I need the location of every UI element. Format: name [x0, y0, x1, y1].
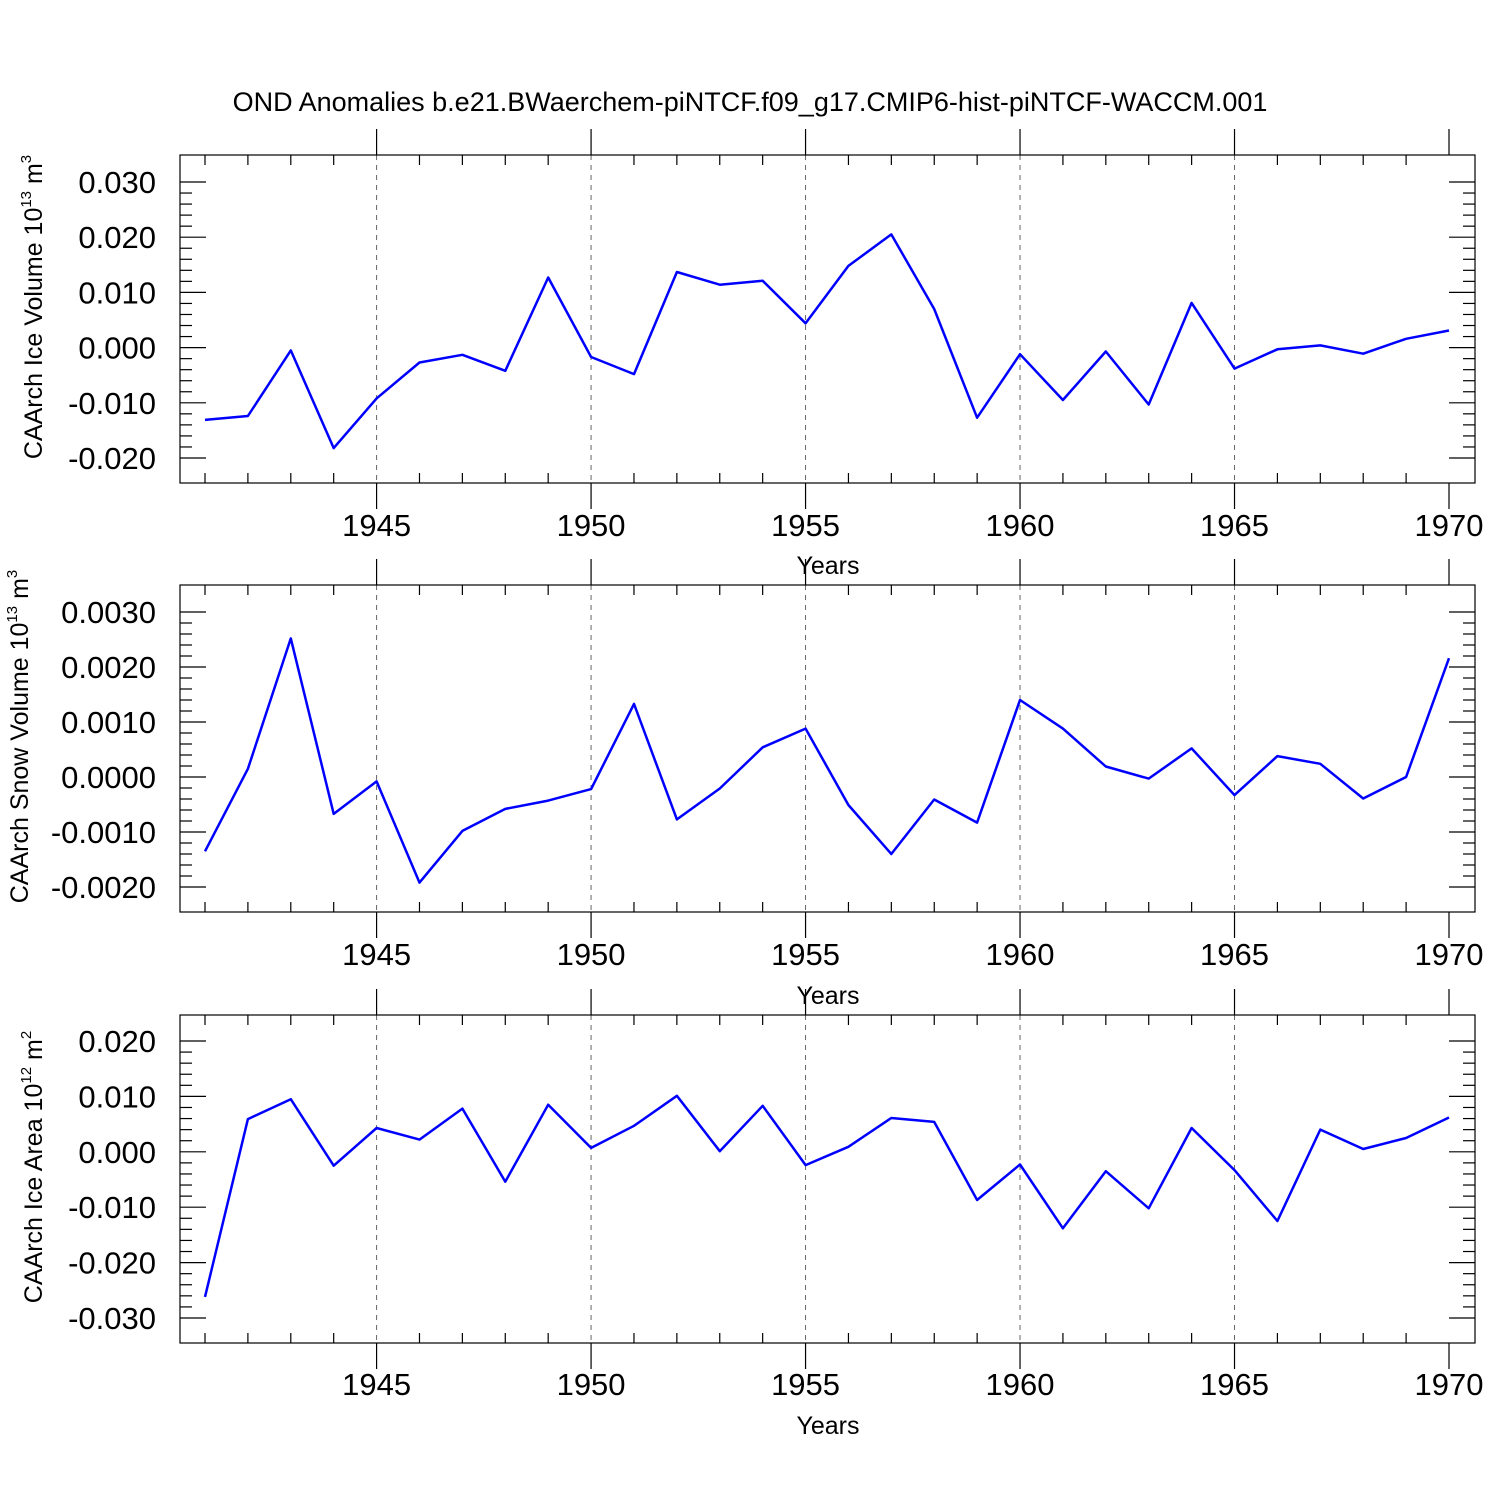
x-tick-label: 1945 — [342, 508, 411, 543]
y-axis-label: CAArch Ice Volume 1013 m3 — [18, 155, 48, 459]
y-tick-label: 0.0020 — [61, 650, 156, 685]
y-tick-label: 0.0030 — [61, 595, 156, 630]
x-tick-label: 1970 — [1415, 1367, 1484, 1402]
y-axis-label-unit: m — [6, 578, 34, 606]
y-axis-label-unit-exponent: 3 — [4, 570, 21, 578]
y-axis-label-unit-exponent: 2 — [18, 1031, 35, 1039]
x-tick-label: 1965 — [1200, 508, 1269, 543]
series-line — [203, 1094, 1450, 1298]
x-axis-label: Years — [796, 552, 859, 580]
snow-volume-panel: -0.0020 -0.0010 0.0000 0.0010 0.0020 0.0030 19… — [4, 559, 1483, 1010]
series-line — [204, 233, 1450, 450]
y-axis-label-unit: m — [20, 163, 48, 191]
x-axis-label: Years — [796, 1412, 859, 1440]
y-axis-label-exponent: 13 — [18, 191, 35, 208]
y-axis-label-unit: m — [20, 1039, 48, 1067]
y-axis-label-text: CAArch Ice Area 10 — [20, 1084, 48, 1304]
y-tick-label: -0.020 — [68, 441, 156, 476]
x-tick-label: 1965 — [1200, 937, 1269, 972]
plot-frame — [179, 154, 1476, 484]
x-tick-label: 1950 — [557, 937, 626, 972]
y-tick-label: 0.010 — [78, 275, 156, 310]
plot-frame — [179, 584, 1476, 913]
y-tick-label: 0.020 — [78, 1024, 156, 1059]
x-tick-label: 1950 — [557, 508, 626, 543]
series-line — [203, 637, 1451, 884]
x-tick-label: 1950 — [557, 1367, 626, 1402]
y-tick-label: 0.000 — [78, 1135, 156, 1170]
x-tick-label: 1945 — [342, 937, 411, 972]
y-tick-label: -0.0010 — [51, 815, 156, 850]
y-tick-label: 0.020 — [78, 220, 156, 255]
x-tick-label: 1955 — [771, 508, 840, 543]
y-tick-label: 0.0000 — [61, 760, 156, 795]
ice-area-panel: -0.030 -0.020 -0.010 0.000 0.010 0.020 1945 195… — [18, 989, 1483, 1440]
x-tick-label: 1970 — [1415, 508, 1484, 543]
x-tick-label: 1970 — [1415, 937, 1484, 972]
y-tick-label: -0.010 — [68, 386, 156, 421]
y-tick-label: 0.000 — [78, 331, 156, 366]
y-axis-label: CAArch Snow Volume 1013 m3 — [4, 570, 34, 904]
figure-title: OND Anomalies b.e21.BWaerchem-piNTCF.f09… — [233, 87, 1268, 117]
x-tick-label: 1960 — [986, 1367, 1055, 1402]
y-axis-label-exponent: 12 — [18, 1067, 35, 1084]
y-tick-label: -0.010 — [68, 1190, 156, 1225]
y-tick-label: 0.010 — [78, 1079, 156, 1114]
y-tick-label: 0.030 — [78, 165, 156, 200]
ice-volume-panel: -0.020 -0.010 0.000 0.010 0.020 0.030 1945 1950… — [18, 129, 1483, 580]
y-tick-label: -0.020 — [68, 1246, 156, 1281]
x-tick-label: 1945 — [342, 1367, 411, 1402]
x-axis-label: Years — [796, 982, 859, 1010]
x-tick-label: 1955 — [771, 1367, 840, 1402]
y-tick-label: -0.0020 — [51, 870, 156, 905]
x-tick-label: 1955 — [771, 937, 840, 972]
y-axis-label-unit-exponent: 3 — [18, 155, 35, 163]
y-tick-label: 0.0010 — [61, 705, 156, 740]
x-tick-label: 1960 — [986, 937, 1055, 972]
x-tick-label: 1960 — [986, 508, 1055, 543]
y-axis-label-text: CAArch Ice Volume 10 — [20, 208, 48, 460]
y-tick-label: -0.030 — [68, 1301, 156, 1336]
y-axis-label: CAArch Ice Area 1012 m2 — [18, 1031, 48, 1303]
x-tick-label: 1965 — [1200, 1367, 1269, 1402]
y-axis-label-text: CAArch Snow Volume 10 — [6, 623, 34, 904]
plot-frame — [179, 1014, 1476, 1344]
y-axis-label-exponent: 13 — [4, 606, 21, 623]
